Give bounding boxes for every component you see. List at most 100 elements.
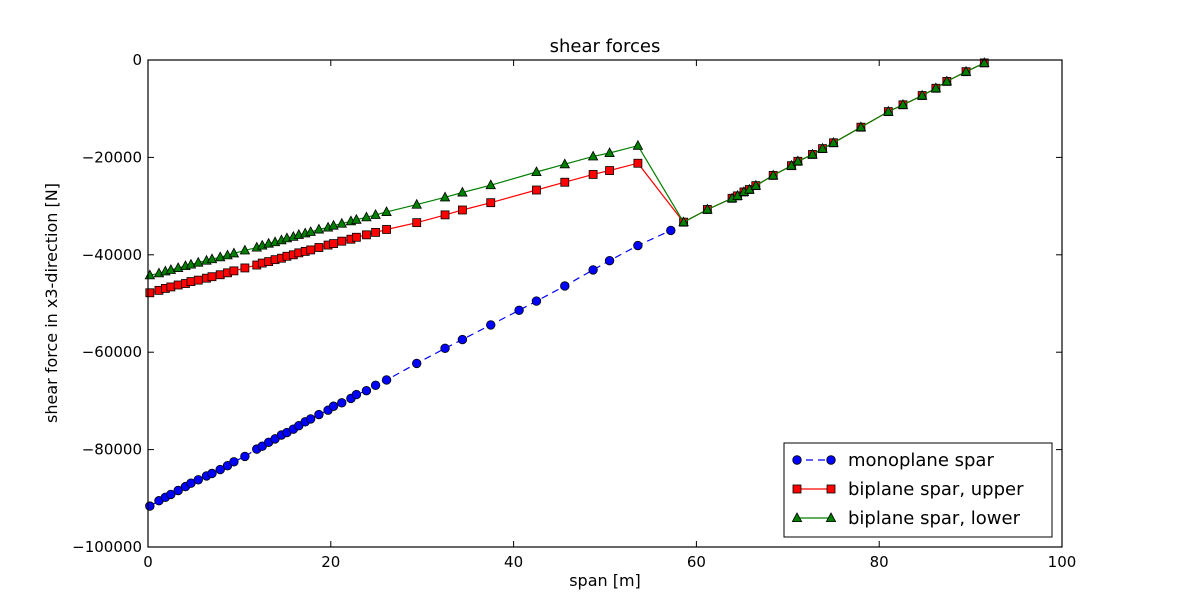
legend-marker [825, 512, 837, 522]
data-point [486, 198, 496, 208]
data-point [588, 170, 598, 179]
data-point [314, 243, 324, 252]
data-point [172, 262, 184, 272]
data-point [458, 205, 467, 215]
legend-marker [826, 455, 836, 465]
data-point [678, 216, 689, 227]
data-point [604, 147, 615, 158]
x-tick-label: 80 [870, 553, 889, 571]
data-point [207, 272, 217, 282]
legend-marker [826, 484, 836, 494]
data-point [351, 232, 361, 242]
data-point [439, 191, 451, 202]
data-point [370, 380, 381, 391]
data-point [381, 206, 392, 216]
data-point [560, 281, 570, 291]
y-tick-label: −80000 [82, 441, 142, 459]
series-1 [145, 225, 676, 511]
data-point [337, 398, 347, 408]
legend-label: monoplane spar [848, 450, 994, 471]
data-point [605, 166, 614, 175]
data-point [767, 169, 779, 180]
axis-ticks: 0 20 40 60 80 100 0 −20000 −40000 −60000 −80000 −10… [72, 51, 1076, 571]
data-point [215, 464, 225, 475]
data-point [305, 226, 316, 236]
data-point [440, 343, 450, 354]
data-point [633, 240, 643, 251]
data-point [166, 282, 176, 292]
data-point [855, 121, 867, 132]
data-point [666, 225, 676, 236]
data-point [328, 401, 339, 411]
data-point [185, 258, 197, 269]
data-point [485, 179, 497, 190]
data-point [306, 245, 316, 255]
data-point [828, 136, 839, 147]
legend-marker [792, 484, 802, 494]
data-point [514, 305, 524, 316]
series-3 [144, 57, 990, 280]
data-point [351, 213, 362, 224]
data-point [382, 225, 391, 234]
data-point [193, 475, 203, 485]
legend-marker [792, 455, 802, 465]
data-point [883, 105, 894, 116]
data-point [173, 485, 183, 496]
data-point [145, 501, 155, 511]
data-point [165, 264, 177, 274]
legend-marker [791, 512, 803, 522]
data-point [559, 158, 571, 169]
data-point [145, 288, 155, 298]
data-point [486, 320, 496, 330]
x-tick-label: 0 [143, 553, 153, 571]
data-point [457, 186, 468, 197]
data-point [228, 247, 240, 258]
data-point [531, 296, 542, 306]
data-point [206, 253, 218, 264]
y-tick-label: −40000 [82, 246, 142, 264]
data-point [807, 148, 818, 159]
chart-title: shear forces [550, 36, 661, 57]
data-point [240, 263, 250, 273]
data-point [305, 414, 316, 424]
data-point [960, 65, 972, 76]
data-point [412, 218, 422, 228]
data-point [633, 158, 643, 168]
data-point [532, 185, 541, 195]
data-point [186, 277, 196, 286]
y-tick-label: 0 [132, 51, 142, 69]
data-point [632, 139, 644, 150]
y-tick-label: −60000 [82, 343, 142, 361]
data-point [240, 451, 250, 462]
data-point [337, 236, 347, 246]
data-point [979, 57, 990, 67]
data-point [361, 211, 372, 222]
data-point [792, 155, 804, 166]
data-point [440, 210, 450, 220]
data-point [193, 275, 203, 285]
data-point [239, 244, 251, 255]
data-point [457, 334, 468, 345]
y-tick-label: −20000 [82, 148, 142, 166]
legend-entry: biplane spar, lower [791, 508, 1021, 529]
data-point [314, 409, 324, 420]
data-point [897, 98, 909, 109]
plot-frame [147, 59, 1063, 548]
data-point [229, 457, 239, 467]
x-tick-label: 40 [504, 553, 523, 571]
data-point [166, 489, 176, 500]
data-point [750, 179, 762, 190]
y-axis-label: shear force in x3-direction [N] [42, 183, 61, 423]
x-tick-label: 60 [687, 553, 706, 571]
data-point [930, 82, 942, 93]
data-point [411, 198, 422, 209]
legend-entry: monoplane spar [792, 450, 994, 471]
data-point [214, 251, 226, 262]
data-point [215, 270, 225, 280]
y-tick-label: −100000 [72, 538, 142, 556]
data-point [313, 223, 325, 234]
legend-label: biplane spar, lower [848, 508, 1021, 529]
data-point [588, 265, 598, 275]
x-tick-label: 100 [1048, 553, 1077, 571]
